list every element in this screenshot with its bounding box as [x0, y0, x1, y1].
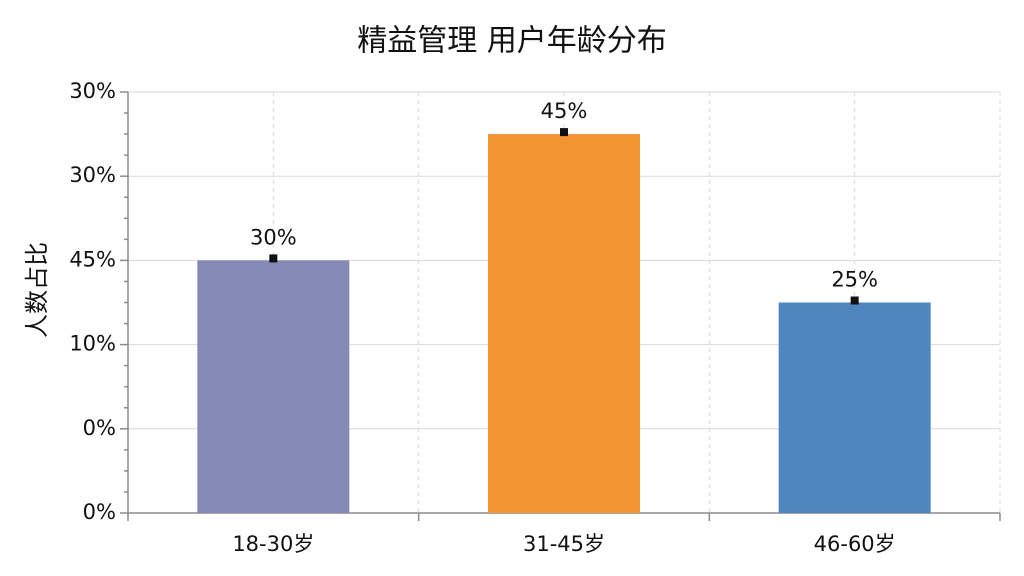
x-tick-label: 46-60岁	[814, 532, 896, 556]
data-label: 30%	[250, 225, 297, 249]
y-tick-label: 10%	[69, 332, 116, 356]
bar-top-marker	[269, 254, 278, 263]
data-label: 45%	[541, 99, 588, 123]
y-axis-label: 人数占比	[23, 242, 51, 338]
x-tick-label: 31-45岁	[523, 532, 605, 556]
y-tick-label: 45%	[69, 247, 116, 271]
bar	[197, 260, 350, 513]
y-tick-label: 0%	[83, 416, 116, 440]
data-label: 25%	[831, 268, 878, 292]
bar	[488, 134, 640, 513]
y-tick-label: 30%	[69, 79, 116, 103]
bar-top-marker	[850, 296, 859, 305]
bar-top-marker	[560, 128, 568, 137]
x-tick-label: 18-30岁	[232, 532, 314, 556]
bar	[778, 302, 931, 513]
chart-title: 精益管理 用户年龄分布	[357, 24, 667, 59]
y-tick-label: 0%	[83, 500, 116, 524]
y-tick-label: 30%	[69, 163, 116, 187]
